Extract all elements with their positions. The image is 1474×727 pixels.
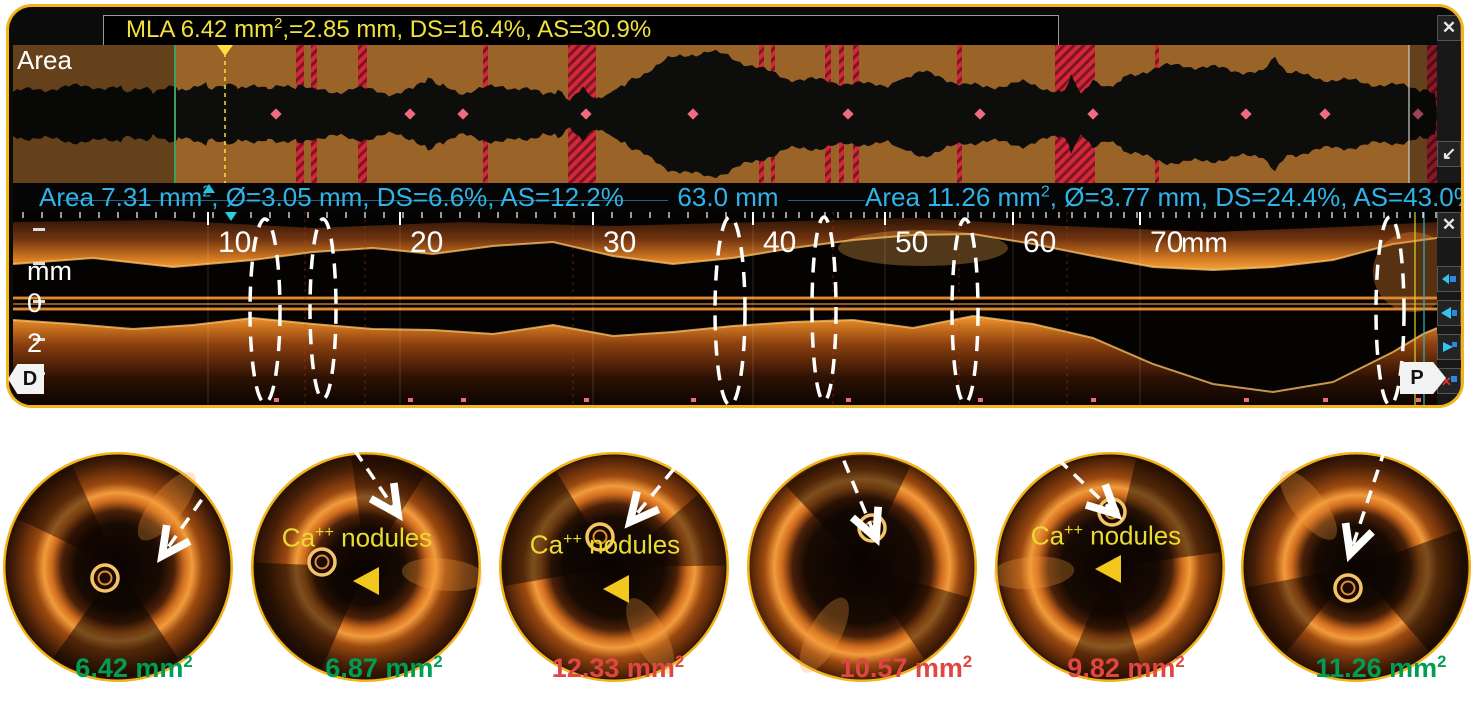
ruler-tick-label: 20: [410, 226, 443, 259]
area-panel-controls: ✕ ↙: [1437, 15, 1461, 183]
frame-position-marker-icon: [225, 212, 237, 221]
ca-nodule-pointer-icon: [1095, 555, 1121, 583]
oct-cross-section: [1240, 451, 1472, 683]
frame-diamond-marker: [1087, 108, 1099, 120]
area-panel-title: Area: [17, 45, 72, 75]
oct-cross-section: [2, 451, 234, 683]
ruler-unit-label: mm: [1181, 227, 1228, 258]
area-panel-header: MLA 6.42 mm2,=2.85 mm, DS=16.4%, AS=30.9…: [13, 11, 1433, 46]
ca-nodule-pointer-icon: [353, 567, 379, 595]
ruler-tick-label: 40: [763, 226, 796, 259]
mla-text-post: ,=2.85 mm, DS=16.4%, AS=30.9%: [282, 16, 652, 43]
catheter-ring: [90, 563, 120, 593]
ruler-tick-label: 30: [603, 226, 636, 259]
ca-nodules-label: Ca++ nodules: [529, 529, 681, 560]
bookmark-flag-icon[interactable]: [1437, 334, 1461, 360]
oct-cross-section: [498, 451, 730, 683]
bookmark-arrow-icon[interactable]: [1437, 300, 1461, 326]
oct-review-window: MLA 6.42 mm2,=2.85 mm, DS=16.4%, AS=30.9…: [6, 4, 1464, 408]
ruler-tick-label: 70: [1150, 226, 1183, 259]
area-trace-canvas[interactable]: [13, 45, 1437, 183]
longitudinal-view-canvas[interactable]: 10 20 30 40 50 60 70 mm mm 0 2: [12, 212, 1453, 405]
mla-position-marker-icon: [217, 45, 233, 56]
catheter-ring: [307, 547, 337, 577]
catheter-ring: [585, 522, 615, 552]
lumen-area-label: 6.42 mm2: [75, 652, 193, 683]
bookmark-arrow-icon[interactable]: [1437, 266, 1461, 292]
catheter-ring: [857, 513, 887, 543]
lumen-area-label: 11.26 mm2: [1315, 652, 1447, 683]
mla-text: MLA 6.42 mm: [126, 16, 275, 43]
measurement-bar: Area 7.31 mm2, Ø=3.05 mm, DS=6.6%, AS=12…: [13, 182, 1461, 212]
area-envelope-trace: [13, 49, 1437, 179]
mla-sup: 2: [274, 16, 283, 32]
frame-diamond-marker: [1240, 108, 1252, 120]
ruler-tick-label: 60: [1023, 226, 1056, 259]
oct-cross-section: [746, 451, 978, 683]
distal-ref-measurement: Area 11.26 mm2, Ø=3.77 mm, DS=24.4%, AS=…: [865, 183, 1461, 211]
depth-scale-label: 2: [27, 328, 42, 358]
ca-nodules-label: Ca++ nodules: [281, 522, 433, 553]
mla-annotation: MLA 6.42 mm2,=2.85 mm, DS=16.4%, AS=30.9…: [103, 15, 1059, 46]
ca-nodules-label: Ca++ nodules: [1030, 520, 1182, 551]
depth-scale-label: 0: [27, 288, 42, 318]
catheter-ring: [1333, 573, 1363, 603]
close-icon[interactable]: ✕: [1437, 15, 1461, 41]
ruler-tick-label: 10: [218, 226, 251, 259]
ca-nodule-pointer-icon: [603, 575, 629, 603]
svg-text:✕: ✕: [1441, 374, 1452, 388]
collapse-arrow-icon[interactable]: ↙: [1437, 141, 1461, 167]
depth-scale-label: mm: [27, 256, 72, 286]
close-icon[interactable]: ✕: [1437, 212, 1461, 238]
frame-diamond-marker: [1412, 108, 1424, 120]
proximal-ref-measurement: Area 7.31 mm2, Ø=3.05 mm, DS=6.6%, AS=12…: [39, 182, 624, 212]
lumen-area-label: 6.87 mm2: [325, 652, 443, 683]
lumen-area-label: 10.57 mm2: [839, 652, 973, 683]
lumen-area-label: 9.82 mm2: [1067, 652, 1185, 683]
ruler-tick-label: 50: [895, 226, 928, 259]
frame-position-marker-icon: [203, 184, 215, 193]
lumen-area-label: 12.33 mm2: [551, 652, 685, 683]
segment-length-label: 63.0 mm: [668, 183, 788, 211]
area-trace-plot: [13, 45, 1437, 183]
frame-diamond-marker: [1319, 108, 1331, 120]
